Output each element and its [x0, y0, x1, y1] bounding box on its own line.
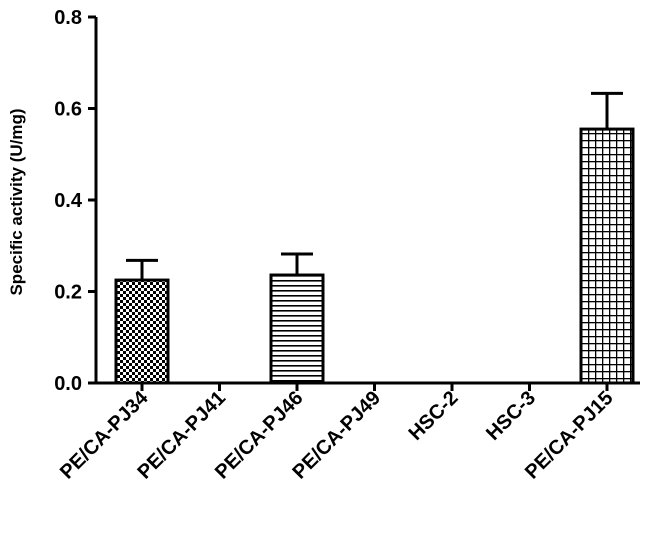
y-tick-label: 0.8: [54, 7, 82, 29]
y-axis-ticks: 0.0 0.2 0.4 0.6 0.8: [54, 7, 96, 395]
category-label: HSC-3: [482, 387, 540, 445]
y-tick-label: 0.2: [54, 282, 82, 304]
bars: [114, 127, 635, 385]
bar: [269, 273, 325, 385]
x-axis-ticks: [140, 383, 609, 391]
y-tick-label: 0.6: [54, 99, 82, 121]
y-axis-title: Specific activity (U/mg): [7, 108, 26, 295]
error-bars: [126, 91, 623, 281]
y-tick-label: 0.0: [54, 373, 82, 395]
y-tick-label: 0.4: [54, 190, 83, 212]
bar: [579, 127, 635, 385]
bar: [114, 278, 170, 385]
x-axis-labels: PE/CA-PJ34PE/CA-PJ41PE/CA-PJ46PE/CA-PJ49…: [56, 386, 618, 483]
category-label: HSC-2: [405, 387, 463, 445]
